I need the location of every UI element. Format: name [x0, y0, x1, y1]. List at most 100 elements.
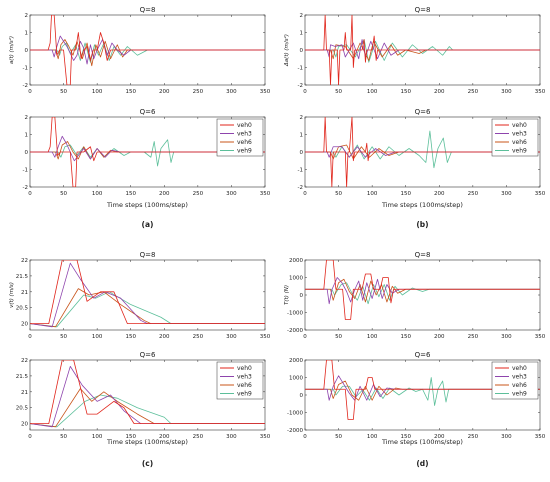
x-tick-label: 350 — [260, 191, 271, 197]
y-tick-label: 1 — [300, 31, 304, 37]
series-line-veh3 — [305, 39, 540, 60]
x-tick-label: 50 — [60, 434, 67, 440]
y-tick-label: 0 — [300, 48, 304, 54]
x-tick-label: 200 — [159, 89, 170, 95]
x-tick-label: 50 — [60, 89, 67, 95]
x-tick-label: 250 — [468, 334, 479, 340]
x-tick-label: 300 — [501, 334, 512, 340]
y-tick-label: 1000 — [289, 276, 303, 282]
x-tick-label: 150 — [400, 89, 411, 95]
x-tick-label: 100 — [92, 334, 103, 340]
y-tick-label: -2 — [298, 83, 303, 89]
y-tick-label: 1 — [25, 133, 29, 139]
panel-caption: (c) — [142, 459, 153, 468]
x-tick-label: 50 — [335, 334, 342, 340]
x-tick-label: 200 — [159, 191, 170, 197]
x-tick-label: 100 — [92, 434, 103, 440]
y-tick-label: -1 — [298, 168, 303, 174]
y-axis-label: a(t) (m/s²) — [8, 36, 15, 64]
legend-label-veh0: veh0 — [237, 365, 252, 372]
y-tick-label: -1000 — [287, 311, 303, 317]
x-tick-label: 300 — [226, 191, 237, 197]
x-tick-label: 350 — [535, 434, 546, 440]
y-tick-label: 22 — [21, 358, 28, 364]
series-line-veh3 — [30, 365, 265, 428]
subplot-title: Q=8 — [140, 6, 156, 14]
x-tick-label: 300 — [501, 191, 512, 197]
x-tick-label: 300 — [226, 334, 237, 340]
panel-caption: (a) — [142, 220, 154, 229]
y-tick-label: 0 — [300, 293, 304, 299]
x-tick-label: 150 — [125, 89, 136, 95]
legend-label-veh9: veh9 — [512, 148, 527, 155]
y-tick-label: -2000 — [287, 428, 303, 434]
subplot-2-1: Q=6 0 50 100 150 200 250 300 350 20 20.5 21 21.5 22 ve… — [16, 351, 271, 440]
subplot-title: Q=8 — [140, 251, 156, 259]
series-line-veh0 — [30, 260, 265, 325]
series-line-veh0 — [305, 117, 540, 187]
y-tick-label: 1000 — [289, 376, 303, 382]
subplot-1-1: Q=60 50 100 150 200 250 300 350-2-1012veh0veh3v… — [298, 108, 546, 197]
x-tick-label: 150 — [125, 434, 136, 440]
y-tick-label: -1000 — [287, 411, 303, 417]
x-tick-label: 100 — [367, 334, 378, 340]
x-tick-label: 0 — [28, 334, 32, 340]
legend-label-veh0: veh0 — [512, 122, 527, 129]
series-line-veh9 — [305, 39, 540, 63]
x-tick-label: 200 — [434, 434, 445, 440]
x-tick-label: 200 — [159, 434, 170, 440]
x-axis-label: Time steps (100ms/step) — [106, 201, 188, 209]
legend-label-veh6: veh6 — [512, 382, 527, 389]
y-tick-label: 2 — [300, 115, 304, 121]
legend-label-veh9: veh9 — [237, 391, 252, 398]
y-tick-label: 0 — [300, 150, 304, 156]
y-tick-label: -2 — [23, 83, 28, 89]
x-tick-label: 300 — [226, 434, 237, 440]
y-tick-label: 0 — [300, 393, 304, 399]
y-tick-label: 0 — [25, 150, 29, 156]
subplot-title: Q=6 — [140, 351, 156, 359]
x-tick-label: 100 — [367, 434, 378, 440]
subplot-title: Q=8 — [415, 6, 431, 14]
x-axis-label: Time steps (100ms/step) — [381, 438, 463, 446]
legend-label-veh3: veh3 — [237, 131, 252, 138]
x-tick-label: 350 — [260, 334, 271, 340]
x-tick-label: 50 — [60, 191, 67, 197]
series-line-veh6 — [30, 39, 265, 67]
y-tick-label: 21 — [21, 290, 28, 296]
legend-label-veh6: veh6 — [512, 139, 527, 146]
subplot-title: Q=6 — [415, 108, 431, 116]
x-tick-label: 50 — [335, 89, 342, 95]
subplot-title: Q=6 — [415, 351, 431, 359]
subplot-0-1: Q=60 50 100 150 200 250 300 350-2-1012veh0veh3v… — [23, 108, 271, 197]
x-tick-label: 100 — [367, 89, 378, 95]
series-line-veh9 — [30, 394, 265, 428]
x-tick-label: 0 — [303, 191, 307, 197]
y-tick-label: 22 — [21, 258, 28, 264]
y-tick-label: 2000 — [289, 258, 303, 264]
subplot-0-0: Q=8 0 50 100 150 200 250 300 350 -2 -1 0 1 2 a(t) (m/s… — [8, 6, 271, 95]
series-line-veh3 — [30, 35, 265, 65]
subplot-title: Q=6 — [140, 108, 156, 116]
x-tick-label: 350 — [260, 434, 271, 440]
legend-label-veh0: veh0 — [512, 365, 527, 372]
x-tick-label: 0 — [28, 89, 32, 95]
x-tick-label: 100 — [92, 191, 103, 197]
y-tick-label: 2000 — [289, 358, 303, 364]
x-tick-label: 350 — [535, 334, 546, 340]
y-tick-label: 20 — [21, 322, 28, 328]
y-tick-label: 0 — [25, 48, 29, 54]
x-tick-label: 250 — [468, 89, 479, 95]
x-tick-label: 300 — [501, 434, 512, 440]
y-tick-label: 21.5 — [16, 274, 29, 280]
legend-label-veh6: veh6 — [237, 382, 252, 389]
series-line-veh9 — [305, 377, 540, 406]
x-tick-label: 50 — [335, 191, 342, 197]
y-tick-label: -1 — [23, 168, 28, 174]
legend-label-veh3: veh3 — [512, 131, 527, 138]
panel-3: Q=80 50 100 150 200 250 300 350-2000-1000010002… — [284, 251, 546, 468]
